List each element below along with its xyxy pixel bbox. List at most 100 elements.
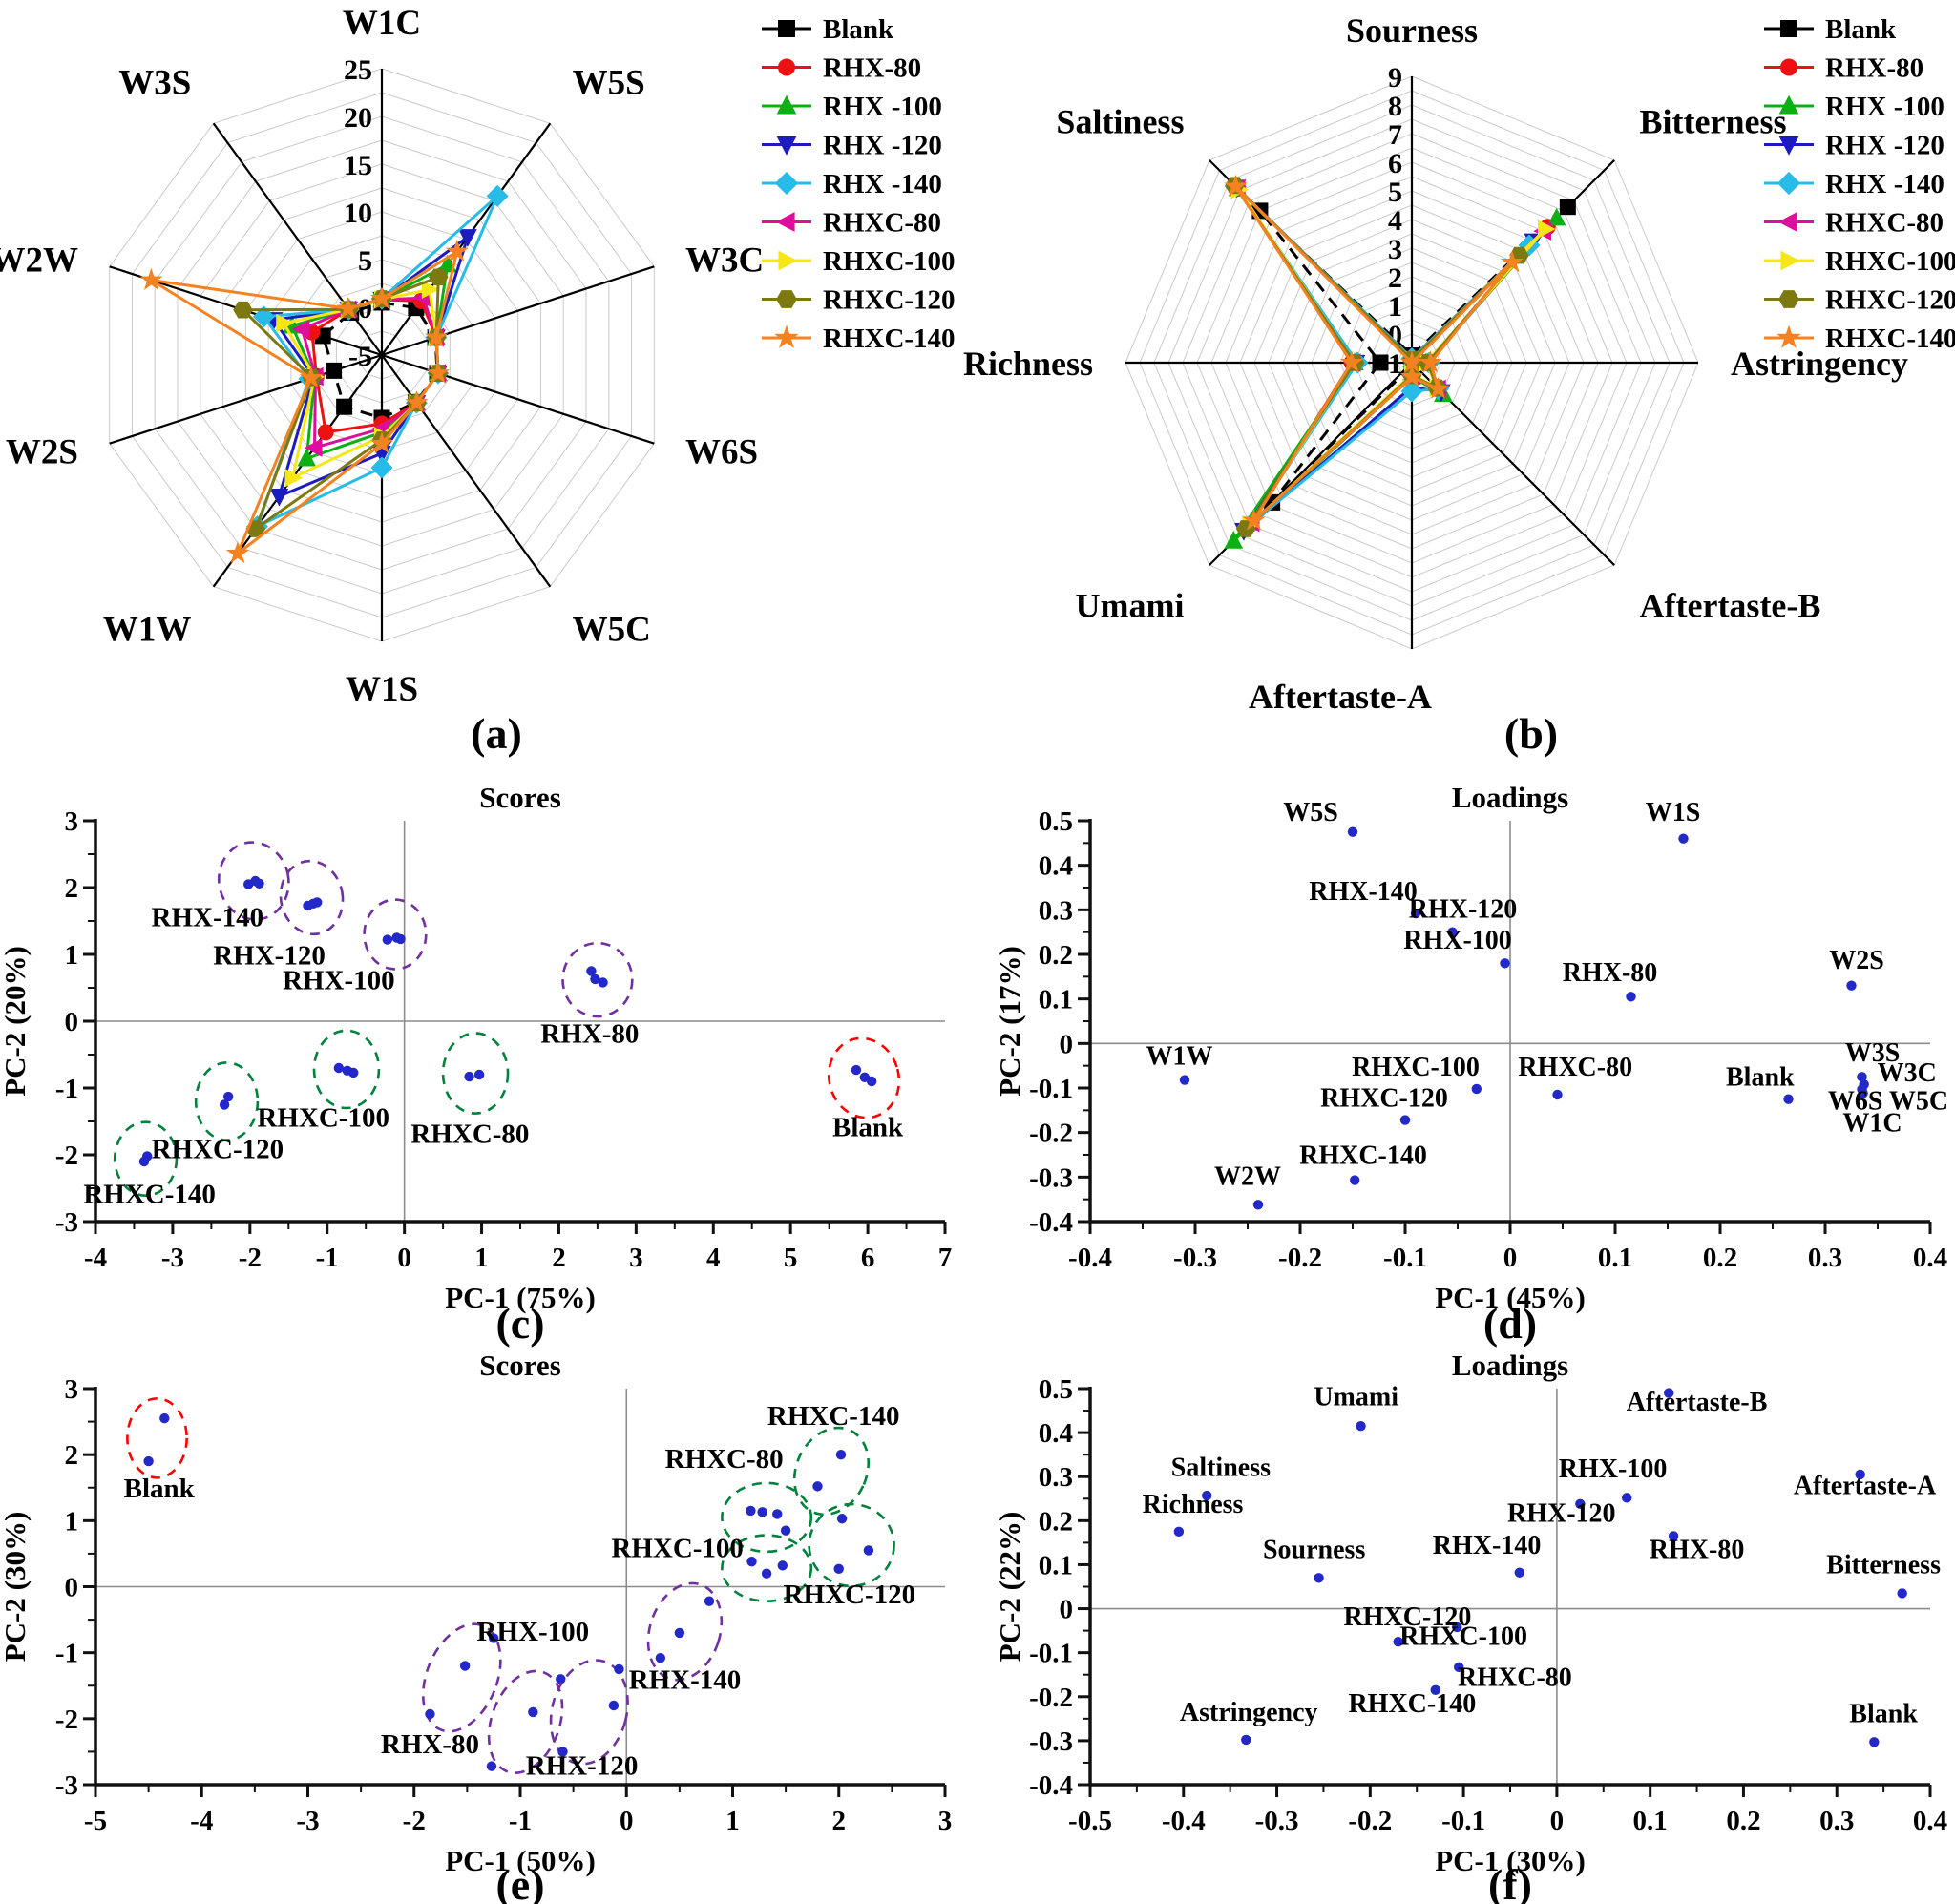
loading-label: Bitterness — [1826, 1551, 1941, 1580]
score-point — [464, 1071, 474, 1082]
score-point — [590, 973, 600, 985]
svg-text:-0.5: -0.5 — [1068, 1806, 1112, 1836]
triangle-left-marker — [291, 320, 310, 339]
loading-point — [1678, 833, 1689, 844]
cluster-ellipse-Blank — [126, 1397, 188, 1479]
star-marker — [1419, 350, 1442, 373]
triangle-right-marker — [778, 250, 798, 271]
triangle-up-marker — [1546, 207, 1566, 226]
minor-ticks — [1083, 842, 1879, 1229]
svg-text:-3: -3 — [55, 1770, 78, 1801]
score-point — [219, 1099, 230, 1110]
legend-item-RHXC-120: RHXC-120 — [1764, 285, 1955, 316]
panel-e: -5 -4 -3 -2 -1 0 1 2 3 -3 -2 -1 0 1 2 3 Scores PC-1 (50%)… — [0, 1346, 978, 1904]
panel-d: -0.4 -0.3 -0.2 -0.1 0 0.1 0.2 0.3 0.4 -0.4 -0.3 -0.… — [978, 773, 1955, 1348]
loading-label: RHXC-80 — [1518, 1053, 1632, 1082]
loading-label: W5S — [1283, 798, 1338, 827]
triangle-right-marker — [1780, 250, 1800, 271]
data-points — [113, 841, 901, 1198]
star-marker — [1242, 508, 1266, 531]
circle-marker — [1780, 58, 1797, 76]
star-marker — [1776, 324, 1801, 348]
svg-text:0.4: 0.4 — [1913, 1806, 1947, 1836]
svg-text:-0.4: -0.4 — [1029, 1207, 1073, 1238]
cluster-ellipse-RHX-140 — [646, 1581, 724, 1682]
legend: Blank RHX-80 RHX -100 RHX -120 RHX -140 RHXC-… — [762, 14, 956, 354]
cluster-label: RHXC-120 — [152, 1135, 284, 1165]
svg-text:3: 3 — [1388, 234, 1402, 265]
tick-labels: -0.5 -0.4 -0.3 -0.2 -0.1 0 0.1 0.2 0.3 0.4 -0.4 -0.… — [1029, 1374, 1947, 1836]
loading-label: W1W — [1146, 1042, 1213, 1072]
legend-item-RHX-100: RHX -100 — [762, 92, 942, 122]
score-point — [395, 933, 406, 945]
svg-text:-1: -1 — [55, 1074, 78, 1104]
diamond-marker — [774, 171, 799, 196]
svg-text:Richness: Richness — [963, 345, 1093, 383]
score-point — [836, 1514, 848, 1524]
loading-point — [1454, 1662, 1464, 1673]
panel-caption-b: (b) — [1503, 709, 1559, 758]
cluster-label: RHX-120 — [526, 1751, 639, 1782]
loading-label: RHXC-140 — [1348, 1689, 1476, 1719]
radar-axis-labels: W1C W5S W3C W6S W5C W1S W1W W2S W2W W3S — [0, 4, 764, 709]
radar-series-RHXC-140 — [1224, 174, 1524, 531]
cluster-ellipse-Blank — [827, 1036, 901, 1119]
score-point — [254, 878, 264, 889]
svg-text:-0.3: -0.3 — [1029, 1726, 1073, 1757]
diamond-marker — [370, 456, 393, 479]
triangle-down-marker — [1778, 136, 1799, 156]
svg-text:0.3: 0.3 — [1808, 1243, 1842, 1273]
star-marker — [1339, 350, 1364, 373]
tick-labels: -5 -4 -3 -2 -1 0 1 2 3 -3 -2 -1 0 1 2 3 — [55, 1374, 952, 1836]
svg-text:Umami: Umami — [1075, 587, 1184, 625]
loading-label: RHXC-100 — [1399, 1622, 1527, 1651]
triangle-right-marker — [276, 313, 294, 333]
loading-label: Aftertaste-A — [1794, 1472, 1937, 1501]
svg-text:-5: -5 — [348, 341, 372, 372]
tick-labels: -0.4 -0.3 -0.2 -0.1 0 0.1 0.2 0.3 0.4 -0.4 -0.3 -0.… — [1029, 806, 1947, 1273]
ticks — [83, 819, 947, 1234]
cluster-ellipse-RHXC-100 — [721, 1534, 813, 1603]
score-point — [866, 1076, 877, 1087]
svg-text:-2: -2 — [55, 1705, 78, 1735]
svg-text:10: 10 — [344, 198, 372, 229]
star-marker — [369, 431, 394, 454]
score-point — [312, 897, 323, 908]
legend-item-RHX-120: RHX -120 — [762, 131, 942, 161]
svg-text:0.3: 0.3 — [1039, 895, 1073, 926]
cluster-label: RHXC-80 — [665, 1444, 784, 1475]
svg-text:2: 2 — [832, 1806, 847, 1836]
star-marker — [336, 296, 360, 319]
y-axis-label: PC-2 (22%) — [993, 1512, 1026, 1663]
loading-point — [1783, 1094, 1794, 1104]
score-point — [143, 1455, 154, 1467]
svg-text:-0.1: -0.1 — [1441, 1806, 1485, 1836]
cluster-label: RHX-140 — [152, 903, 264, 933]
legend-label: RHXC-100 — [823, 246, 956, 277]
y-axis-label: PC-2 (20%) — [0, 946, 32, 1097]
loading-label: RHX-120 — [1507, 1498, 1616, 1528]
svg-text:0.3: 0.3 — [1819, 1806, 1854, 1836]
score-point — [772, 1509, 783, 1519]
point-labels: Umami Aftertaste-B Saltiness Richness RHX-10… — [1143, 1383, 1941, 1729]
score-point — [459, 1661, 471, 1671]
loading-point — [1241, 1734, 1251, 1746]
loading-point — [1664, 1388, 1674, 1398]
star-marker — [424, 324, 449, 347]
svg-text:0: 0 — [1503, 1243, 1518, 1273]
data-points — [1173, 1388, 1907, 1747]
legend-label: RHXC-80 — [1825, 208, 1944, 239]
loading-label: RHX-100 — [1403, 926, 1512, 955]
loading-point — [1173, 1526, 1185, 1538]
radar-series-RHXC-140 — [139, 239, 469, 564]
star-marker — [225, 541, 250, 564]
cluster-ellipse-RHXC-120 — [194, 1061, 260, 1141]
score-point — [757, 1507, 767, 1517]
loading-point — [1575, 1498, 1586, 1510]
x-axis-label: PC-1 (75%) — [445, 1281, 596, 1314]
score-point — [222, 1091, 234, 1102]
diamond-marker — [1776, 171, 1801, 196]
cluster-label: RHX-100 — [477, 1617, 590, 1647]
svg-text:-1: -1 — [316, 1243, 339, 1273]
